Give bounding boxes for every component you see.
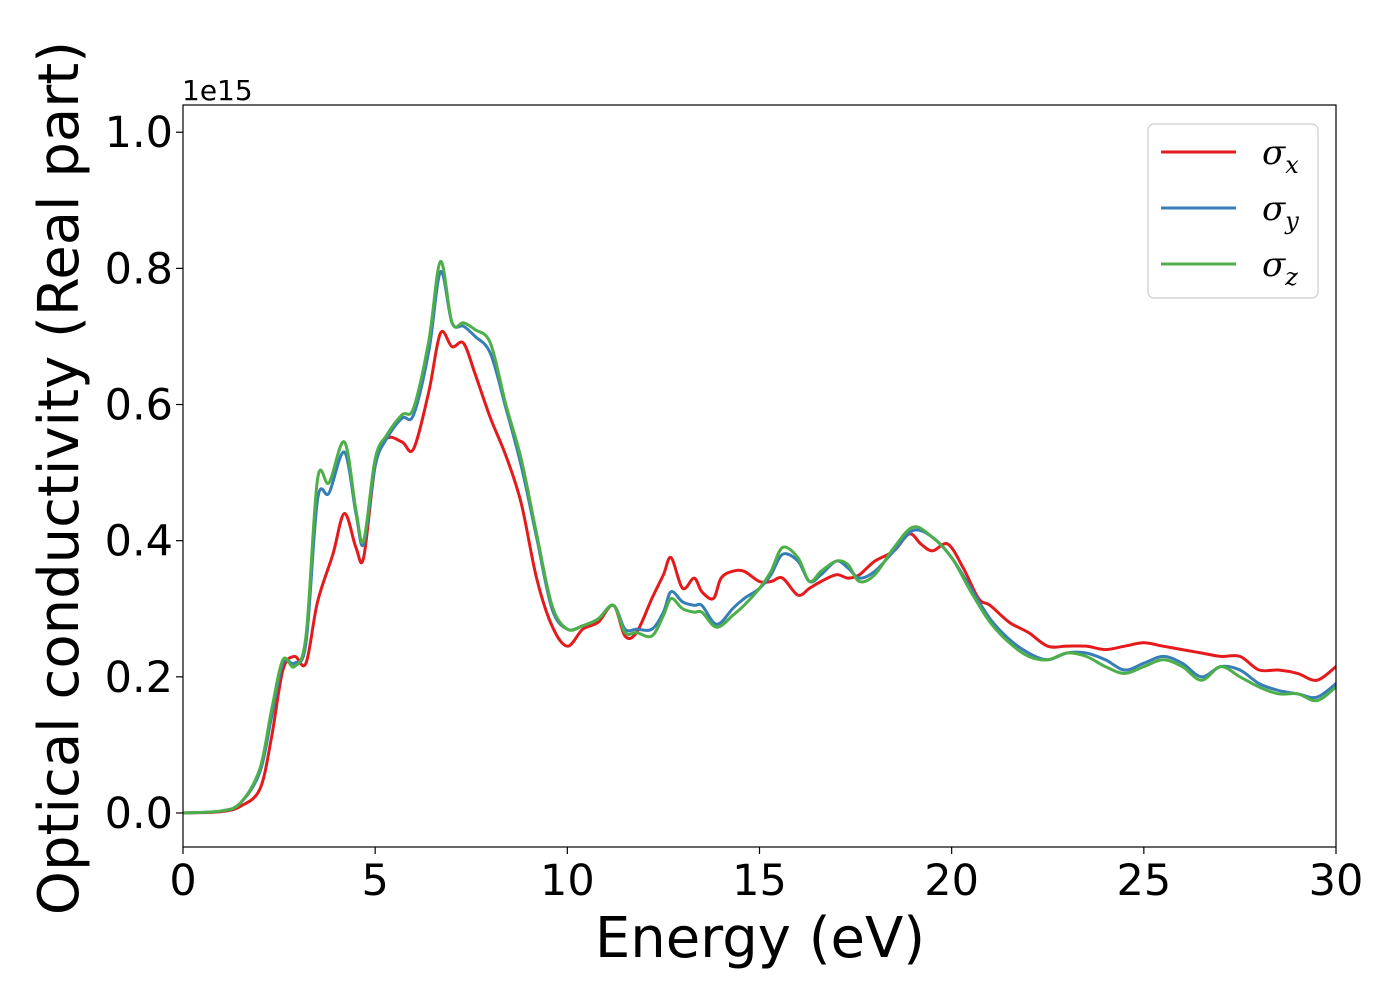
y-tick-label: 0.0 — [105, 789, 173, 839]
x-tick-label: 10 — [540, 856, 595, 906]
x-tick-label: 30 — [1309, 856, 1364, 906]
y-tick-label: 0.8 — [105, 244, 173, 294]
x-tick-label: 5 — [361, 856, 388, 906]
y-tick-label: 0.4 — [105, 517, 173, 567]
x-tick-label: 15 — [732, 856, 787, 906]
y-tick-label: 0.2 — [105, 653, 173, 703]
axes: 0 5 10 15 20 25 30 0.0 0.2 0.4 0.6 0.8 1.0 — [105, 104, 1364, 906]
legend-label-y: σy — [1262, 189, 1299, 235]
legend-label-z: σz — [1262, 245, 1298, 291]
legend: σx σy σz — [1147, 123, 1319, 299]
x-tick-label: 25 — [1116, 856, 1171, 906]
y-tick-label: 0.6 — [105, 381, 173, 431]
plot-area — [183, 260, 1336, 815]
y-axis-multiplier: 1e15 — [182, 74, 253, 107]
y-axis-label: Optical conductivity (Real part) — [27, 41, 92, 915]
series-line-z — [183, 260, 1336, 815]
legend-label-x: σx — [1262, 133, 1299, 179]
x-axis-label: Energy (eV) — [595, 906, 925, 971]
y-tick-label: 1.0 — [105, 108, 173, 158]
x-tick-label: 0 — [169, 856, 196, 906]
legend-box — [1147, 123, 1319, 299]
x-tick-label: 20 — [924, 856, 979, 906]
